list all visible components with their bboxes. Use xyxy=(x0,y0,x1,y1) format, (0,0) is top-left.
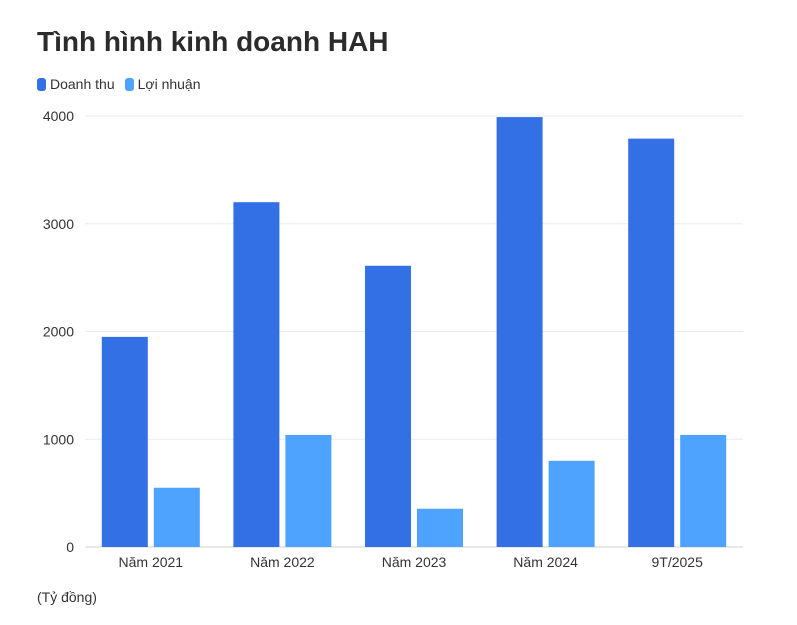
legend-item-revenue: Doanh thu xyxy=(37,76,115,92)
bar-revenue xyxy=(496,117,543,547)
bar-revenue xyxy=(233,202,280,547)
bar-profit xyxy=(153,487,200,547)
bar-revenue xyxy=(101,336,148,547)
x-tick-label: Năm 2023 xyxy=(382,554,447,570)
x-tick-label: Năm 2021 xyxy=(119,554,184,570)
y-tick-label: 2000 xyxy=(43,324,74,340)
legend-label-profit: Lợi nhuận xyxy=(137,76,201,92)
bar-profit xyxy=(417,508,463,547)
x-tick-label: 9T/2025 xyxy=(652,554,704,570)
legend-swatch-revenue xyxy=(37,77,46,91)
legend-label-revenue: Doanh thu xyxy=(50,76,115,92)
bar-profit xyxy=(548,460,595,547)
y-tick-label: 4000 xyxy=(43,108,74,124)
bar-revenue xyxy=(365,265,411,547)
y-tick-label: 3000 xyxy=(43,216,74,232)
unit-note: (Tỷ đồng) xyxy=(37,589,97,605)
x-tick-label: Năm 2024 xyxy=(513,554,578,570)
chart-title: Tình hình kinh doanh HAH xyxy=(37,26,389,57)
y-tick-label: 1000 xyxy=(43,431,74,447)
bar-profit xyxy=(680,434,727,547)
legend: Doanh thu Lợi nhuận xyxy=(37,76,201,92)
x-tick-label: Năm 2022 xyxy=(250,554,315,570)
legend-item-profit: Lợi nhuận xyxy=(124,76,201,92)
y-tick-label: 0 xyxy=(66,539,74,555)
legend-swatch-profit xyxy=(124,77,134,91)
bar-revenue xyxy=(628,138,675,547)
bar-profit xyxy=(285,434,332,547)
